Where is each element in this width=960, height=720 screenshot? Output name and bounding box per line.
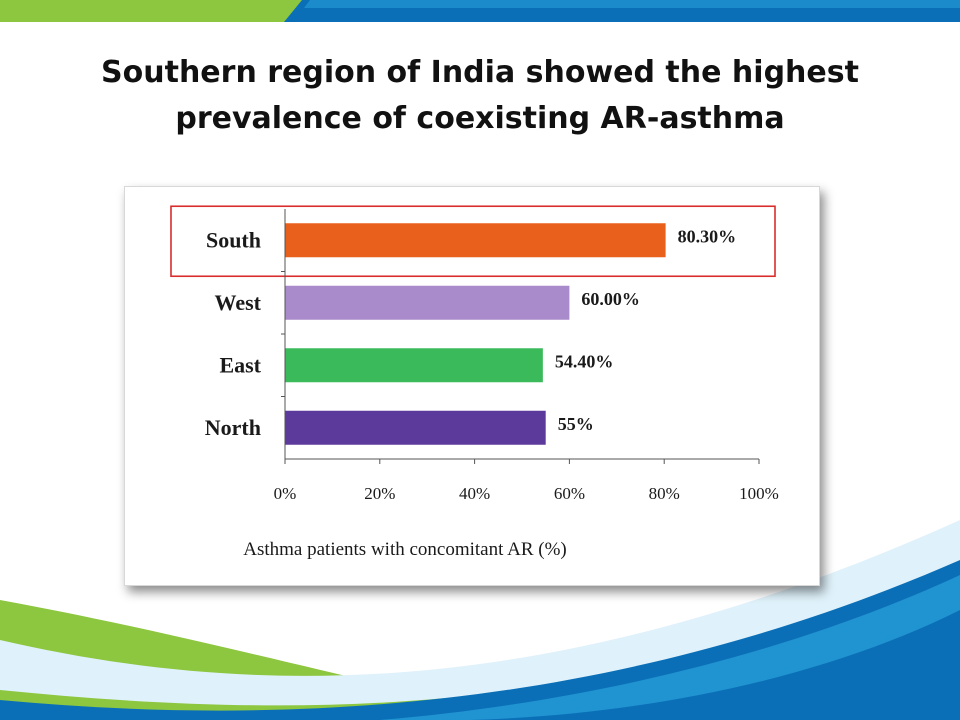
- x-tick-label: 20%: [364, 484, 395, 503]
- bar-east: [285, 348, 543, 383]
- x-tick-label: 40%: [459, 484, 490, 503]
- value-label-east: 54.40%: [555, 351, 614, 371]
- value-label-north: 55%: [558, 414, 594, 434]
- value-label-south: 80.30%: [678, 226, 737, 246]
- x-tick-label: 60%: [554, 484, 585, 503]
- slide-title-line-2: prevalence of coexisting AR-asthma: [175, 101, 785, 136]
- category-label-north: North: [205, 415, 261, 440]
- value-label-west: 60.00%: [581, 289, 640, 309]
- bar-north: [285, 410, 546, 445]
- category-label-east: East: [219, 352, 261, 377]
- bars-layer: [285, 223, 666, 445]
- x-tick-label: 0%: [274, 484, 297, 503]
- x-axis-label: Asthma patients with concomitant AR (%): [243, 539, 566, 560]
- bottom-blue-highlight: [380, 575, 960, 720]
- bar-south: [285, 223, 666, 258]
- chart-frame: South 80.30% West 60.00% East 54.40% North 55% 0…: [124, 186, 820, 586]
- highlight-box: [170, 205, 776, 278]
- top-blue-highlight: [304, 0, 960, 8]
- x-tick-label: 100%: [739, 484, 779, 503]
- axis-layer: South 80.30% West 60.00% East 54.40% North 55% 0…: [170, 205, 779, 503]
- x-tick-label: 80%: [649, 484, 680, 503]
- bar-chart: South 80.30% West 60.00% East 54.40% North 55% 0…: [170, 205, 779, 560]
- bottom-light-wave: [0, 520, 960, 706]
- top-green-band: [0, 0, 310, 22]
- slide-title: Southern region of India showed the high…: [0, 50, 960, 142]
- category-label-south: South: [206, 227, 261, 252]
- slide-title-line-1: Southern region of India showed the high…: [101, 55, 859, 90]
- bar-west: [285, 285, 570, 320]
- category-label-west: West: [215, 290, 262, 315]
